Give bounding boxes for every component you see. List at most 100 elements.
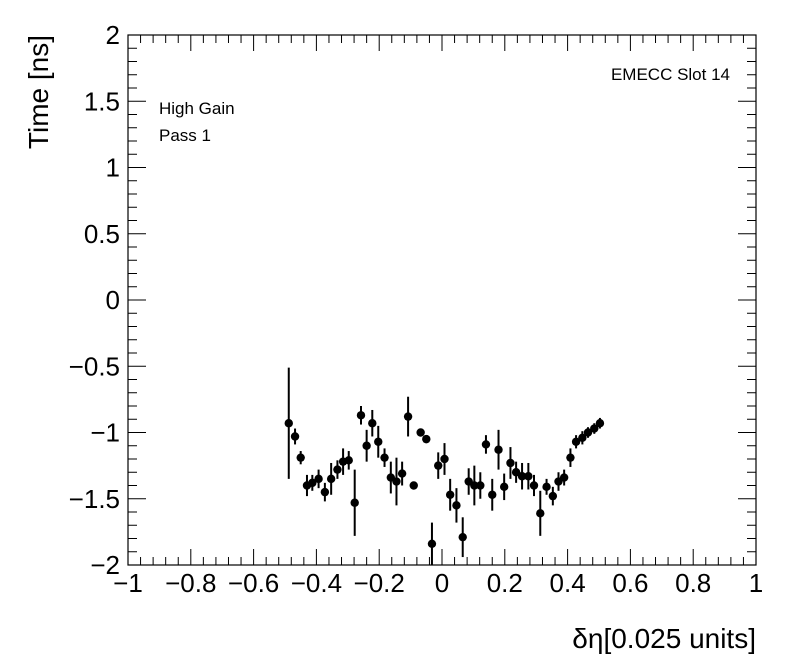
data-point	[517, 462, 527, 490]
data-point	[314, 469, 323, 489]
data-point	[494, 429, 503, 470]
x-tick-label: 0.6	[612, 568, 648, 598]
data-point	[326, 462, 336, 495]
data-point	[409, 481, 418, 490]
marker	[488, 490, 497, 499]
marker	[434, 461, 443, 470]
data-point	[590, 423, 599, 434]
y-tick-label: −1.5	[69, 484, 120, 514]
data-point	[583, 427, 593, 438]
marker	[422, 434, 431, 444]
y-tick-labels: 2 1.5 1 0.5 0 −0.5 −1 −1.5 −2	[69, 20, 120, 580]
data-point	[380, 448, 389, 467]
data-point	[350, 469, 359, 536]
marker	[440, 454, 449, 464]
y-axis-title: Time [ns]	[23, 35, 54, 149]
x-tick-label: −0.6	[228, 568, 279, 598]
x-tick-label: 0	[435, 568, 449, 598]
x-tick-label: −1	[113, 568, 143, 598]
data-point	[374, 425, 383, 458]
y-tick-label: 0	[106, 285, 120, 315]
x-tick-label: −0.4	[291, 568, 342, 598]
gain-annotation: High Gain	[159, 99, 235, 118]
data-point	[422, 434, 431, 444]
data-point	[427, 522, 437, 565]
marker	[566, 453, 575, 462]
data-point	[290, 428, 300, 445]
marker	[529, 481, 539, 490]
data-point	[571, 435, 581, 449]
marker	[571, 437, 581, 446]
marker	[290, 432, 300, 441]
marker	[397, 469, 407, 478]
marker	[470, 481, 479, 490]
data-point	[440, 443, 449, 475]
x-tick-label: 0.8	[675, 568, 711, 598]
data-point	[464, 468, 473, 495]
marker	[403, 412, 413, 421]
marker	[326, 474, 336, 484]
marker	[409, 481, 418, 490]
data-point	[403, 396, 413, 437]
marker	[590, 424, 599, 433]
data-point	[362, 429, 371, 462]
marker	[511, 468, 521, 477]
x-tick-labels: −1 −0.8 −0.6 −0.4 −0.2 0 0.2 0.4 0.6 0.8 1	[113, 568, 763, 598]
data-point	[397, 461, 407, 486]
y-tick-label: −2	[90, 550, 120, 580]
data-point	[488, 478, 497, 511]
marker	[583, 428, 593, 437]
x-tick-label: −0.2	[354, 568, 405, 598]
marker	[476, 481, 485, 490]
axis-ticks	[127, 34, 757, 566]
marker	[356, 411, 366, 420]
marker	[314, 474, 323, 484]
data-point	[296, 451, 305, 465]
data-point	[524, 462, 533, 490]
data-point	[578, 431, 587, 445]
x-tick-label: 0.4	[550, 568, 586, 598]
marker	[481, 440, 491, 449]
data-point	[559, 469, 569, 486]
marker	[452, 501, 461, 510]
data-point	[595, 417, 605, 429]
y-tick-label: 1	[106, 153, 120, 183]
marker	[296, 453, 305, 462]
data-point	[308, 474, 317, 491]
data-point	[542, 478, 551, 495]
marker	[578, 433, 587, 442]
marker	[344, 456, 353, 465]
marker	[559, 473, 569, 482]
data-point	[548, 486, 558, 506]
marker	[320, 487, 330, 497]
data-point	[386, 461, 396, 494]
data-point	[566, 448, 575, 467]
marker	[380, 453, 389, 462]
data-point	[452, 488, 461, 523]
data-points	[284, 367, 605, 565]
marker	[362, 441, 371, 450]
data-point	[506, 447, 515, 479]
data-point	[445, 478, 455, 511]
marker	[458, 532, 467, 542]
marker	[595, 419, 605, 428]
data-point	[368, 409, 377, 437]
marker	[308, 478, 317, 488]
data-point	[511, 461, 521, 483]
y-tick-label: −1	[90, 418, 120, 448]
data-point	[481, 435, 491, 454]
data-point	[434, 452, 443, 479]
marker	[333, 465, 342, 474]
marker	[536, 509, 545, 518]
marker	[548, 491, 558, 501]
y-tick-label: 1.5	[84, 86, 120, 116]
marker	[392, 477, 401, 486]
marker	[494, 445, 503, 454]
marker	[416, 428, 425, 437]
marker	[374, 437, 383, 446]
slot-annotation: EMECC Slot 14	[611, 65, 730, 84]
x-tick-label: 0.2	[487, 568, 523, 598]
marker	[445, 490, 455, 499]
x-tick-label: 1	[749, 568, 763, 598]
marker	[427, 539, 437, 548]
